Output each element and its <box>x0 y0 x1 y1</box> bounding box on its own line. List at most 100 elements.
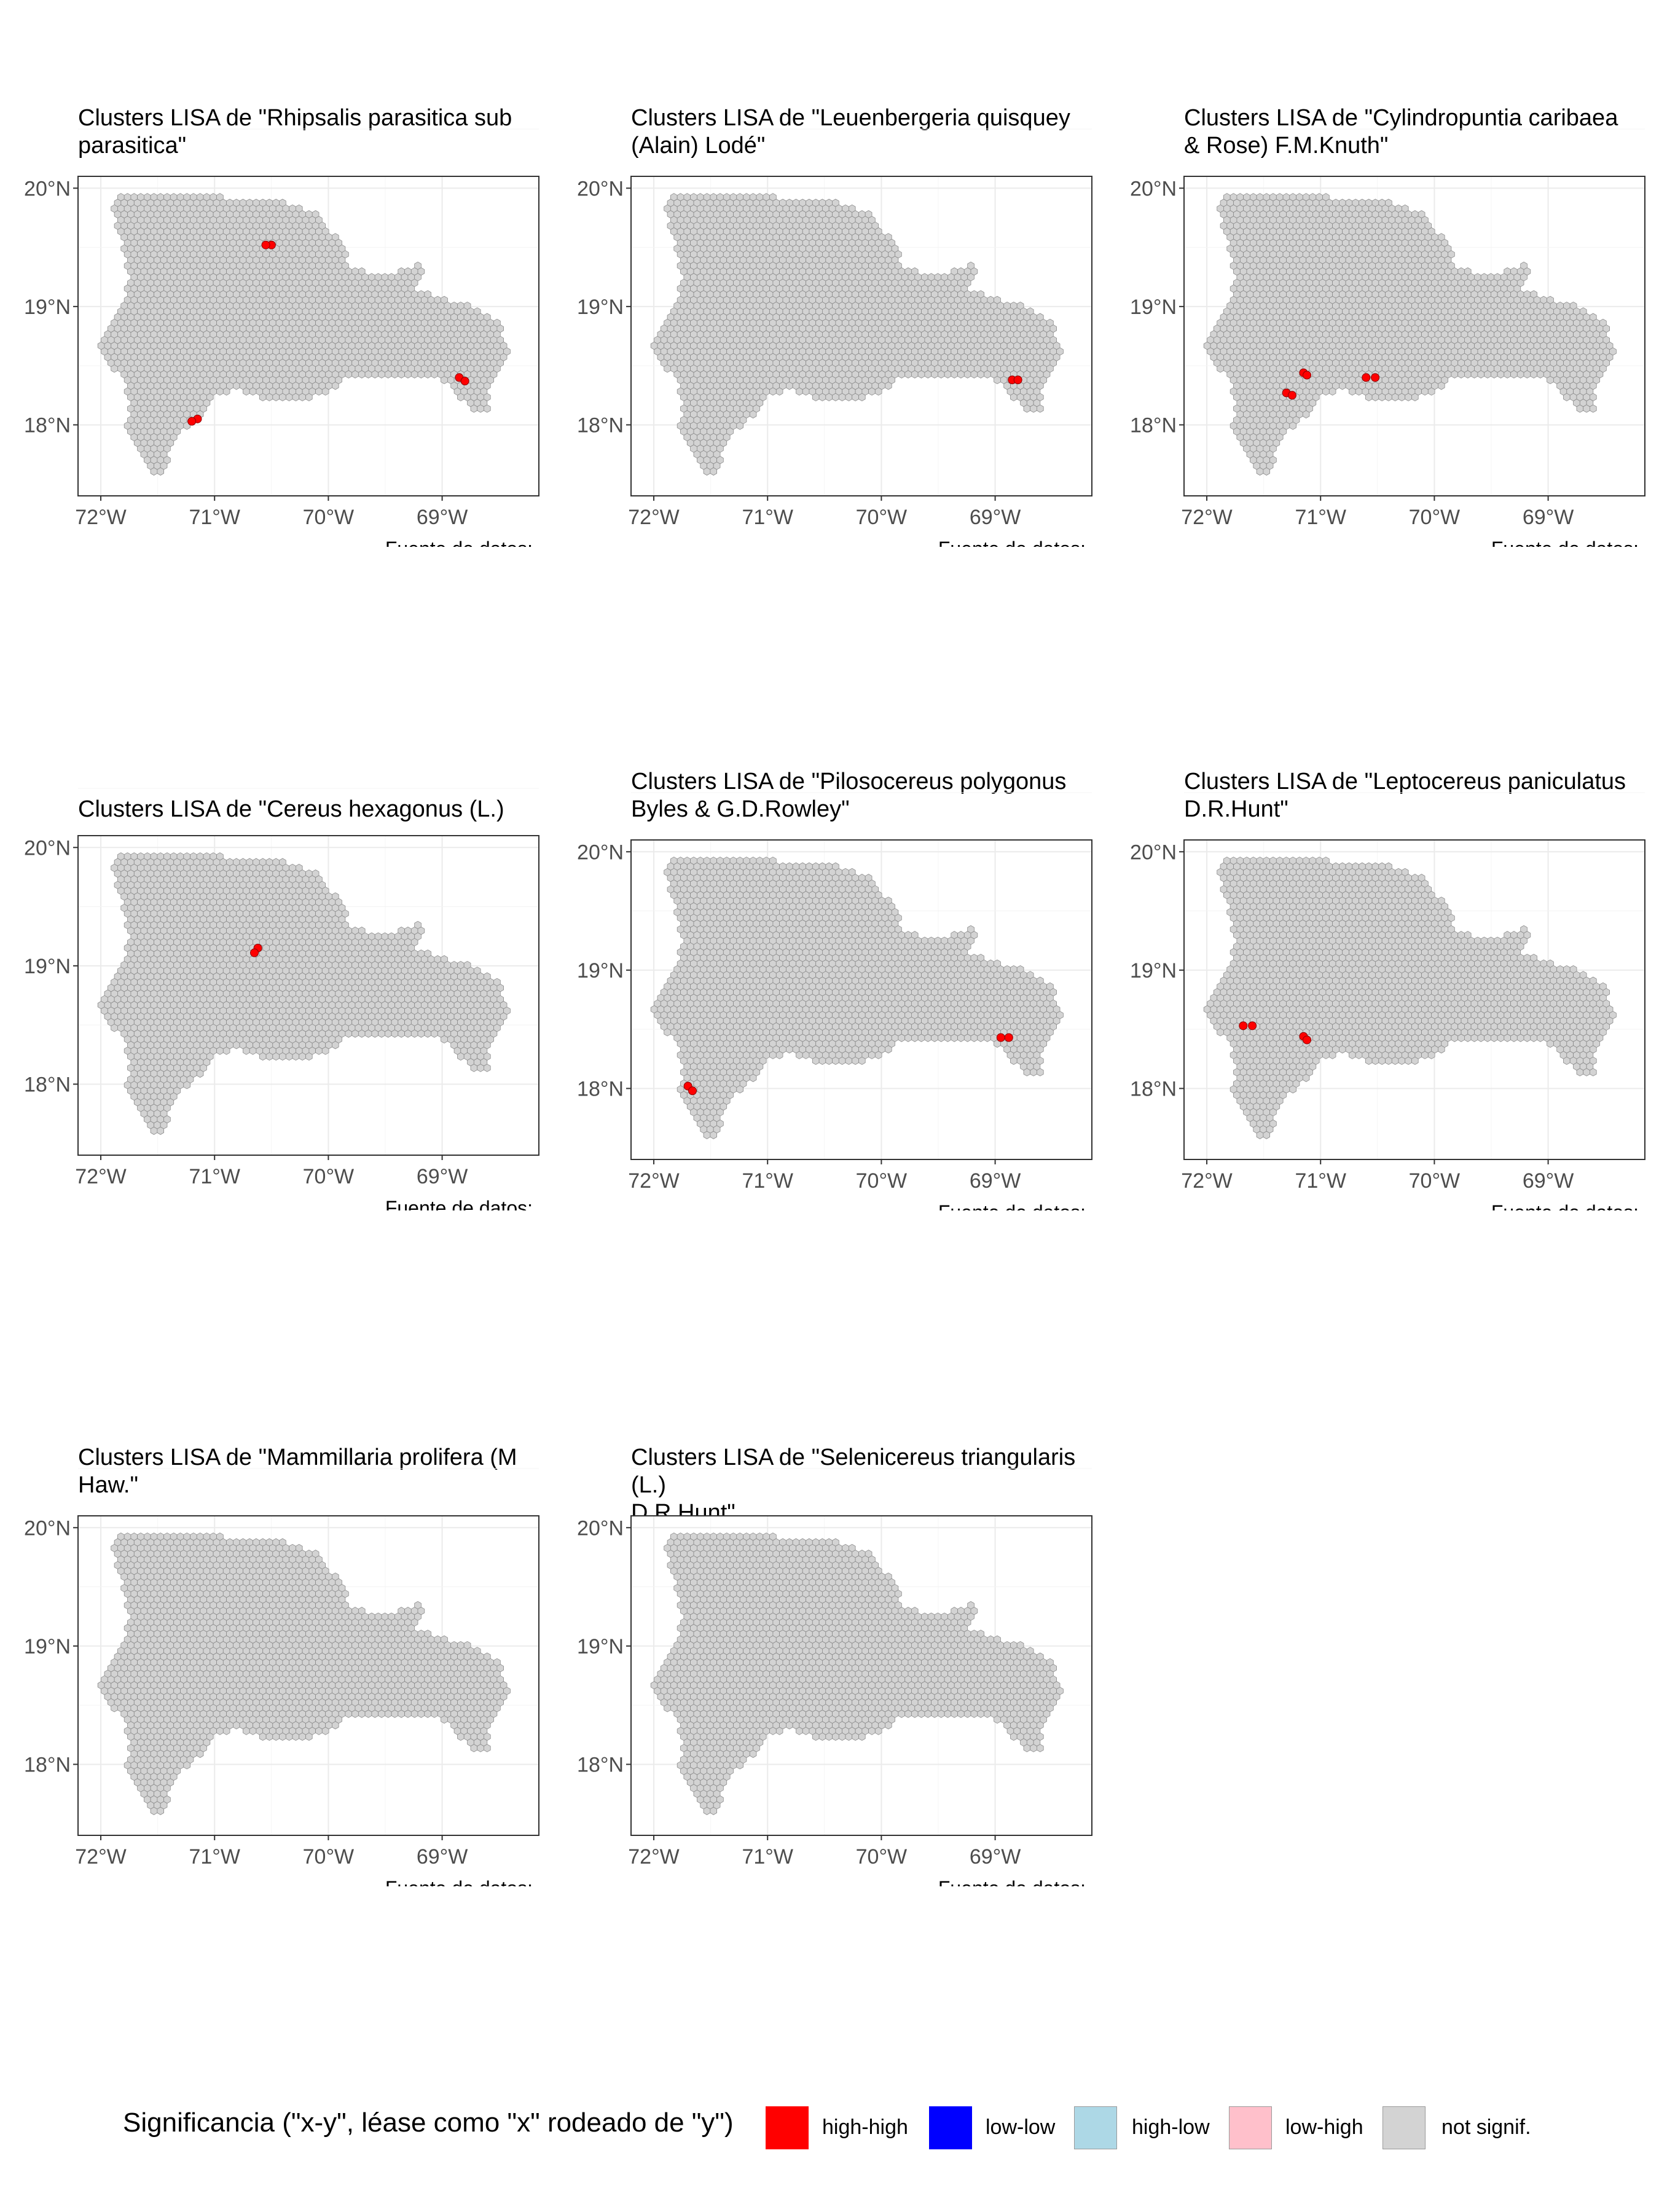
hex-cell <box>885 382 892 390</box>
hex-cell <box>157 467 165 476</box>
panel-caption: Fuente de datos: <box>938 538 1086 547</box>
hex-cell <box>710 467 718 476</box>
hex-cell <box>385 370 392 378</box>
hex-cell <box>398 370 405 378</box>
y-tick-label: 19°N <box>24 296 71 319</box>
hex-cell <box>1530 370 1537 378</box>
hex-cell <box>391 370 399 378</box>
hex-cell <box>898 370 906 378</box>
hex-cell <box>216 387 224 396</box>
hex-cell <box>1328 387 1336 396</box>
hex-cell <box>1504 370 1511 378</box>
hex-cell <box>957 370 965 378</box>
hex-cell <box>1464 370 1472 378</box>
hex-cell <box>812 393 820 402</box>
hex-cell <box>963 370 971 378</box>
hex-cell <box>1030 404 1037 413</box>
hex-cell <box>150 467 158 476</box>
hex-cell <box>749 410 757 418</box>
hex-cell <box>1470 370 1478 378</box>
y-tick-label: 20°N <box>24 177 71 200</box>
hex-cell <box>931 370 938 378</box>
hex-cell <box>838 393 846 402</box>
hex-cell <box>1497 370 1505 378</box>
hex-cell <box>1349 387 1356 396</box>
hex-cell <box>1355 387 1363 396</box>
hex-cell <box>1023 404 1031 413</box>
x-tick-label: 69°W <box>970 506 1021 529</box>
hex-cell <box>410 370 418 378</box>
y-tick-label: 18°N <box>577 414 624 437</box>
hex-cell <box>249 387 257 396</box>
cluster-hex-high-high <box>187 417 197 426</box>
x-tick-label: 69°W <box>417 506 468 529</box>
hex-cell <box>1516 370 1524 378</box>
hex-cell <box>1484 370 1491 378</box>
hex-cell <box>484 404 491 413</box>
hex-cell <box>736 422 744 430</box>
hex-grid <box>1203 193 1617 476</box>
hex-cell <box>332 382 339 390</box>
hex-cell <box>345 370 353 378</box>
hex-cell <box>938 370 945 378</box>
hex-cell <box>1217 364 1224 373</box>
hex-cell <box>1378 393 1386 402</box>
hex-cell <box>825 393 833 402</box>
panel-title: Clusters LISA de "Cylindropuntia caribae… <box>1184 105 1618 159</box>
hex-cell <box>1438 382 1445 390</box>
panel-title: Clusters LISA de "Rhipsalis parasitica s… <box>78 105 512 159</box>
cluster-hex-high-high <box>460 377 469 386</box>
hex-cell <box>1477 370 1484 378</box>
hex-cell <box>470 404 478 413</box>
hex-cell <box>1010 393 1018 402</box>
hex-cell <box>1385 393 1392 402</box>
hex-cell <box>970 370 978 378</box>
x-tick-label: 72°W <box>75 506 127 529</box>
hex-cell <box>785 382 793 390</box>
hex-cell <box>111 364 118 373</box>
hex-cell <box>265 393 273 402</box>
hex-cell <box>259 393 267 402</box>
hex-cell <box>285 393 293 402</box>
hex-cell <box>315 387 323 396</box>
hex-cell <box>364 370 372 378</box>
hex-cell <box>818 393 826 402</box>
hex-cell <box>1510 370 1518 378</box>
map-panel: Clusters LISA de "Leuenbergeria quisquey… <box>553 80 1106 547</box>
hex-cell <box>417 370 425 378</box>
hex-cell <box>868 387 876 396</box>
hex-cell <box>371 370 378 378</box>
hex-cell <box>441 375 448 385</box>
x-tick-label: 71°W <box>742 506 793 529</box>
hex-cell <box>305 393 313 402</box>
hex-cell <box>1427 387 1435 396</box>
plot-border <box>77 176 539 496</box>
hex-cell <box>292 393 300 402</box>
hex-cell <box>1457 370 1465 378</box>
cluster-hex-high-high <box>261 240 270 249</box>
hex-cell <box>951 370 958 378</box>
hex-cell <box>272 393 280 402</box>
hex-cell <box>1537 370 1544 378</box>
hex-cell <box>1391 393 1399 402</box>
hex-cell <box>703 467 711 476</box>
x-tick-label: 70°W <box>856 506 908 529</box>
hex-cell <box>299 393 306 402</box>
hex-cell <box>424 370 431 378</box>
hex-cell <box>243 387 250 396</box>
hex-cell <box>1338 382 1346 390</box>
hex-grid <box>650 193 1064 476</box>
hex-cell <box>984 370 991 378</box>
cluster-hex-high-high <box>1013 375 1022 385</box>
hex-cell <box>874 387 882 396</box>
map-panel: Clusters LISA de "Rhipsalis parasitica s… <box>0 80 553 547</box>
panel-caption: Fuente de datos: <box>385 538 533 547</box>
hex-cell <box>858 393 866 402</box>
map-panel: Clusters LISA de "Cylindropuntia caribae… <box>1106 80 1659 547</box>
hex-cell <box>477 404 484 413</box>
hex-cell <box>404 370 412 378</box>
hex-cell <box>351 370 359 378</box>
x-tick-label: 71°W <box>189 506 240 529</box>
hex-cell <box>1451 370 1459 378</box>
hex-cell <box>358 370 366 378</box>
